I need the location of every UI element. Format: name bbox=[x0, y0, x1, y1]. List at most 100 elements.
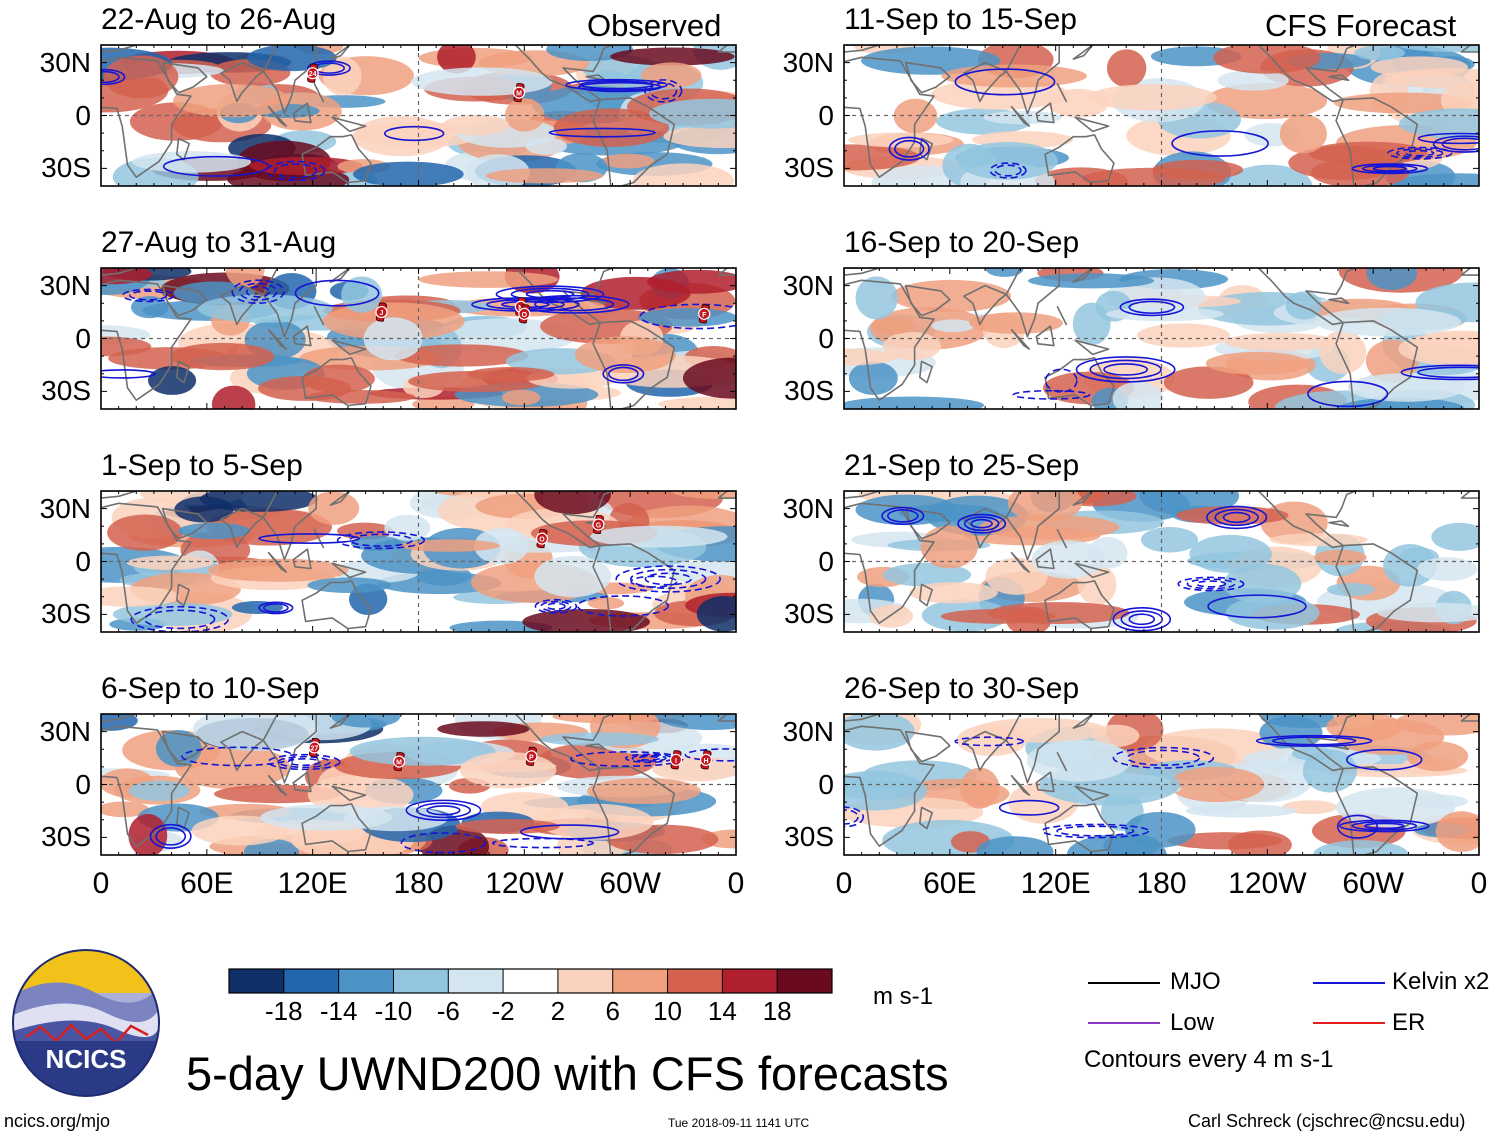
coastline bbox=[101, 725, 192, 847]
lat-label: 30S bbox=[784, 375, 834, 407]
kelvin-contour bbox=[426, 805, 461, 816]
anomaly-shade bbox=[1370, 56, 1468, 78]
kelvin-contour bbox=[258, 533, 361, 544]
storm-label: M bbox=[516, 91, 522, 98]
anomaly-shade bbox=[1007, 491, 1083, 523]
lon-label: 0 bbox=[1470, 867, 1488, 900]
anomaly-shade bbox=[1106, 49, 1147, 88]
colorbar-swatch bbox=[338, 969, 394, 993]
anomaly-shade bbox=[844, 144, 921, 171]
anomaly-shade bbox=[976, 836, 1054, 855]
coastline bbox=[963, 730, 1008, 772]
lat-label: 30N bbox=[39, 46, 91, 78]
storm-marker: F bbox=[698, 304, 711, 324]
kelvin-contour bbox=[638, 755, 661, 761]
coastline bbox=[919, 137, 933, 161]
storm-label: O bbox=[522, 312, 528, 319]
lat-label: 30N bbox=[39, 269, 91, 301]
site-url[interactable]: ncics.org/mjo bbox=[4, 1111, 111, 1131]
coastline bbox=[919, 806, 933, 830]
anomaly-shade bbox=[1408, 330, 1479, 363]
kelvin-contour bbox=[565, 78, 668, 91]
coastline bbox=[329, 491, 351, 506]
anomaly-shade bbox=[1088, 84, 1217, 111]
anomaly-shade bbox=[960, 767, 1000, 809]
lat-label: 30S bbox=[41, 598, 91, 630]
coastline bbox=[267, 551, 287, 573]
kelvin-contour bbox=[101, 369, 156, 379]
lon-label: 120W bbox=[485, 867, 564, 900]
anomaly-shade bbox=[1435, 811, 1479, 852]
author-credit[interactable]: Carl Schreck (cjschrec@ncsu.edu) bbox=[1188, 1111, 1466, 1131]
anomaly-shade bbox=[638, 308, 736, 327]
kelvin-contour bbox=[267, 753, 341, 771]
colorbar-swatch bbox=[503, 969, 559, 993]
panel-title-3: 1-Sep to 5-Sep bbox=[101, 449, 303, 482]
coastline bbox=[1010, 774, 1030, 796]
kelvin-contour bbox=[415, 802, 472, 819]
anomaly-shade bbox=[437, 45, 476, 74]
anomaly-shade bbox=[1326, 582, 1375, 597]
kelvin-contour bbox=[1056, 825, 1135, 837]
kelvin-contour bbox=[1396, 148, 1444, 159]
anomaly-shade bbox=[170, 342, 275, 371]
kelvin-contour bbox=[294, 279, 380, 307]
kelvin-contour bbox=[639, 303, 736, 330]
anomaly-shade bbox=[1337, 397, 1465, 409]
kelvin-contour bbox=[546, 602, 566, 611]
anomaly-shade bbox=[191, 815, 289, 846]
anomaly-shade bbox=[882, 332, 942, 361]
anomaly-shade bbox=[601, 153, 655, 169]
coastline bbox=[1072, 45, 1094, 60]
kelvin-contour bbox=[1207, 594, 1307, 619]
coastline bbox=[1056, 752, 1068, 772]
colorbar-swatch bbox=[229, 969, 285, 993]
storm-label: M bbox=[396, 760, 402, 767]
anomaly-shade bbox=[587, 596, 625, 610]
kelvin-contour bbox=[155, 827, 187, 846]
kelvin-contour bbox=[608, 366, 639, 382]
anomaly-shade bbox=[1347, 373, 1466, 402]
anomaly-shade bbox=[870, 317, 916, 335]
anomaly-shade bbox=[587, 778, 701, 805]
kelvin-contour bbox=[548, 127, 656, 138]
kelvin-contour bbox=[265, 160, 326, 182]
colorbar-swatch bbox=[393, 969, 449, 993]
coastline bbox=[514, 491, 614, 549]
coastline bbox=[1335, 543, 1419, 632]
legend-label-mjo: MJO bbox=[1170, 968, 1221, 995]
panel-title-7: 21-Sep to 25-Sep bbox=[844, 449, 1080, 482]
anomaly-shade bbox=[848, 361, 898, 395]
anomaly-shade bbox=[1225, 164, 1313, 186]
kelvin-contour bbox=[994, 164, 1022, 177]
map-panel-1: 24 M bbox=[100, 44, 737, 187]
lat-label: 30S bbox=[784, 598, 834, 630]
kelvin-contour bbox=[1351, 163, 1429, 175]
anomaly-shade bbox=[969, 312, 1063, 334]
kelvin-contour bbox=[631, 754, 667, 762]
coastline bbox=[1257, 268, 1357, 326]
coastline bbox=[1335, 320, 1419, 409]
kelvin-contour bbox=[957, 513, 1007, 534]
kelvin-contour bbox=[888, 136, 930, 161]
anomaly-shade bbox=[844, 396, 984, 409]
kelvin-contour bbox=[231, 279, 285, 305]
anomaly-shade bbox=[101, 801, 150, 818]
anomaly-shade bbox=[1185, 804, 1297, 818]
colorbar-tick-label: 14 bbox=[707, 996, 737, 1026]
storm-label: I bbox=[675, 758, 677, 765]
coastline bbox=[161, 284, 208, 317]
anomaly-shade bbox=[174, 745, 291, 790]
anomaly-shade bbox=[1259, 715, 1323, 750]
coastline bbox=[844, 491, 881, 499]
coastline bbox=[101, 56, 192, 178]
coastline bbox=[717, 491, 736, 499]
kelvin-contour bbox=[336, 531, 426, 550]
kelvin-contour bbox=[579, 80, 654, 90]
anomaly-shade bbox=[696, 596, 736, 632]
kelvin-contour bbox=[1363, 822, 1405, 830]
kelvin-contour bbox=[615, 565, 721, 593]
coastline bbox=[717, 45, 736, 53]
coastline bbox=[1460, 45, 1479, 53]
kelvin-contour bbox=[1012, 389, 1091, 400]
